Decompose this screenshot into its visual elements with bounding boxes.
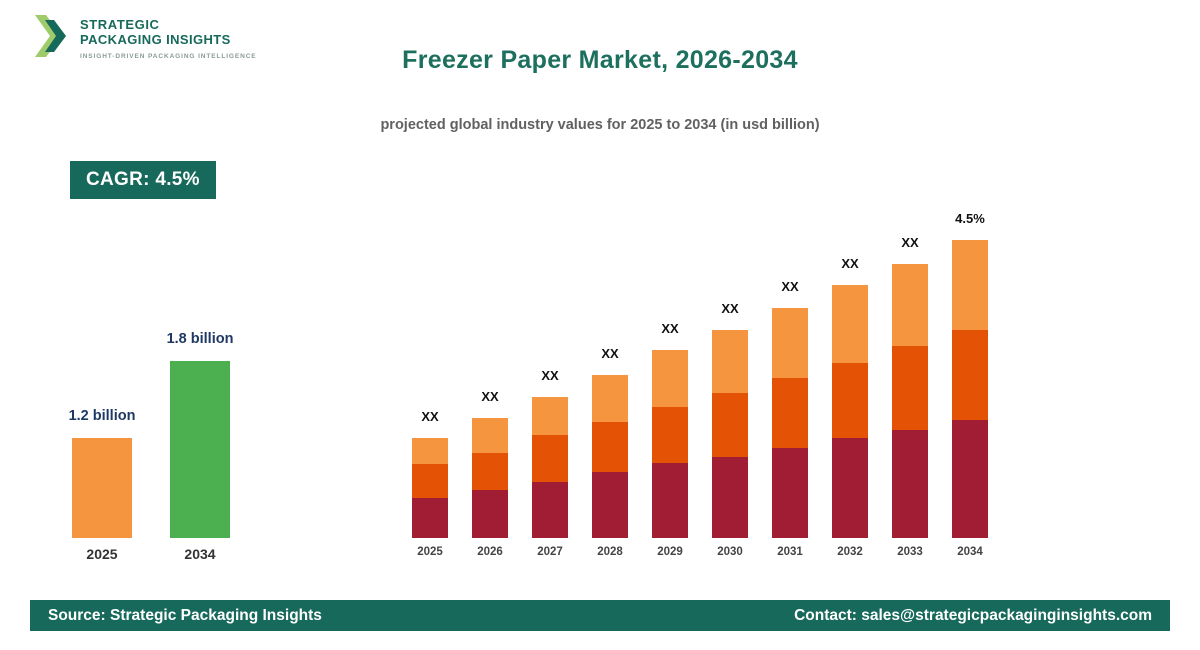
segment-bottom xyxy=(772,448,808,538)
bar-value-label: XX xyxy=(721,301,739,316)
segment-top xyxy=(712,330,748,393)
year-label: 2026 xyxy=(477,546,503,558)
bar-value-label: XX xyxy=(841,256,859,271)
segment-bottom xyxy=(592,472,628,538)
bar-value-label: XX xyxy=(601,346,619,361)
year-label: 2028 xyxy=(597,546,623,558)
bar-value-label: XX xyxy=(661,321,679,336)
segment-top xyxy=(532,397,568,435)
mini-bar-2025 xyxy=(72,438,132,538)
stacked-bar-group-2026: XX 2026 xyxy=(472,389,508,558)
stacked-bar-2026 xyxy=(472,418,508,538)
bar-value-label: XX xyxy=(481,389,499,404)
footer-source: Source: Strategic Packaging Insights xyxy=(48,606,322,624)
segment-top xyxy=(412,438,448,464)
stacked-bar-2032 xyxy=(832,285,868,538)
segment-middle xyxy=(772,378,808,448)
page-subtitle: projected global industry values for 202… xyxy=(380,117,820,133)
segment-top xyxy=(592,375,628,422)
stacked-bar-group-2027: XX 2027 xyxy=(532,368,568,558)
stacked-bar-2031 xyxy=(772,308,808,538)
year-label: 2031 xyxy=(777,546,803,558)
segment-top xyxy=(652,350,688,407)
segment-middle xyxy=(952,330,988,420)
segment-bottom xyxy=(652,463,688,538)
page-title: Freezer Paper Market, 2026-2034 xyxy=(402,46,798,74)
segment-top xyxy=(772,308,808,378)
mini-year-label: 2025 xyxy=(86,546,118,562)
bar-value-label: XX xyxy=(781,279,799,294)
stacked-bar-group-2029: XX 2029 xyxy=(652,321,688,558)
stacked-bar-2028 xyxy=(592,375,628,538)
stacked-bar-group-2033: XX 2033 xyxy=(892,235,928,558)
stacked-bar-group-2028: XX 2028 xyxy=(592,346,628,558)
main-chart: XX 2025 XX 2026 XX 2027 XX 2028 XX 2029 XX 2030 XX 20… xyxy=(412,211,988,558)
stacked-bar-2030 xyxy=(712,330,748,538)
mini-bar-group-2025: 1.2 billion 2025 xyxy=(66,408,138,562)
segment-middle xyxy=(652,407,688,463)
year-label: 2025 xyxy=(417,546,443,558)
stacked-bar-2033 xyxy=(892,264,928,538)
year-label: 2027 xyxy=(537,546,563,558)
segment-middle xyxy=(472,453,508,490)
segment-middle xyxy=(532,435,568,482)
segment-bottom xyxy=(412,498,448,538)
segment-top xyxy=(472,418,508,453)
year-label: 2029 xyxy=(657,546,683,558)
segment-bottom xyxy=(472,490,508,538)
stacked-bar-group-2034: 4.5% 2034 xyxy=(952,211,988,558)
logo-text: STRATEGIC PACKAGING INSIGHTS INSIGHT-DRI… xyxy=(80,12,257,60)
chevron-logo-icon xyxy=(35,15,66,57)
year-label: 2033 xyxy=(897,546,923,558)
mini-bar-2034 xyxy=(170,361,230,538)
segment-middle xyxy=(832,363,868,438)
company-logo: STRATEGIC PACKAGING INSIGHTS INSIGHT-DRI… xyxy=(33,12,257,60)
logo-tagline: INSIGHT-DRIVEN PACKAGING INTELLIGENCE xyxy=(80,52,257,60)
segment-bottom xyxy=(952,420,988,538)
stacked-bar-2034 xyxy=(952,240,988,538)
segment-middle xyxy=(592,422,628,472)
segment-bottom xyxy=(832,438,868,538)
bar-value-label: XX xyxy=(541,368,559,383)
cagr-badge: CAGR: 4.5% xyxy=(70,161,216,199)
bar-value-label: XX xyxy=(421,409,439,424)
mini-chart: 1.2 billion 2025 1.8 billion 2034 xyxy=(66,331,236,562)
bar-value-label: XX xyxy=(901,235,919,250)
logo-line2: PACKAGING INSIGHTS xyxy=(80,31,231,47)
footer-contact: Contact: sales@strategicpackaginginsight… xyxy=(794,606,1152,624)
segment-middle xyxy=(412,464,448,498)
segment-bottom xyxy=(892,430,928,538)
segment-middle xyxy=(892,346,928,430)
segment-top xyxy=(952,240,988,330)
segment-top xyxy=(892,264,928,346)
segment-bottom xyxy=(532,482,568,538)
stacked-bar-group-2030: XX 2030 xyxy=(712,301,748,558)
mini-year-label: 2034 xyxy=(184,546,216,562)
segment-middle xyxy=(712,393,748,457)
bar-value-label: 4.5% xyxy=(955,211,985,226)
segment-top xyxy=(832,285,868,363)
stacked-bar-2025 xyxy=(412,438,448,538)
year-label: 2032 xyxy=(837,546,863,558)
stacked-bar-group-2031: XX 2031 xyxy=(772,279,808,558)
mini-value-label: 1.2 billion xyxy=(68,408,136,424)
mini-bar-group-2034: 1.8 billion 2034 xyxy=(164,331,236,562)
logo-line1: STRATEGIC xyxy=(80,17,160,32)
footer-bar: Source: Strategic Packaging Insights Con… xyxy=(30,600,1170,631)
stacked-bar-2027 xyxy=(532,397,568,538)
year-label: 2034 xyxy=(957,546,983,558)
mini-value-label: 1.8 billion xyxy=(166,331,234,347)
year-label: 2030 xyxy=(717,546,743,558)
stacked-bar-group-2032: XX 2032 xyxy=(832,256,868,558)
stacked-bar-2029 xyxy=(652,350,688,538)
stacked-bar-group-2025: XX 2025 xyxy=(412,409,448,558)
segment-bottom xyxy=(712,457,748,538)
